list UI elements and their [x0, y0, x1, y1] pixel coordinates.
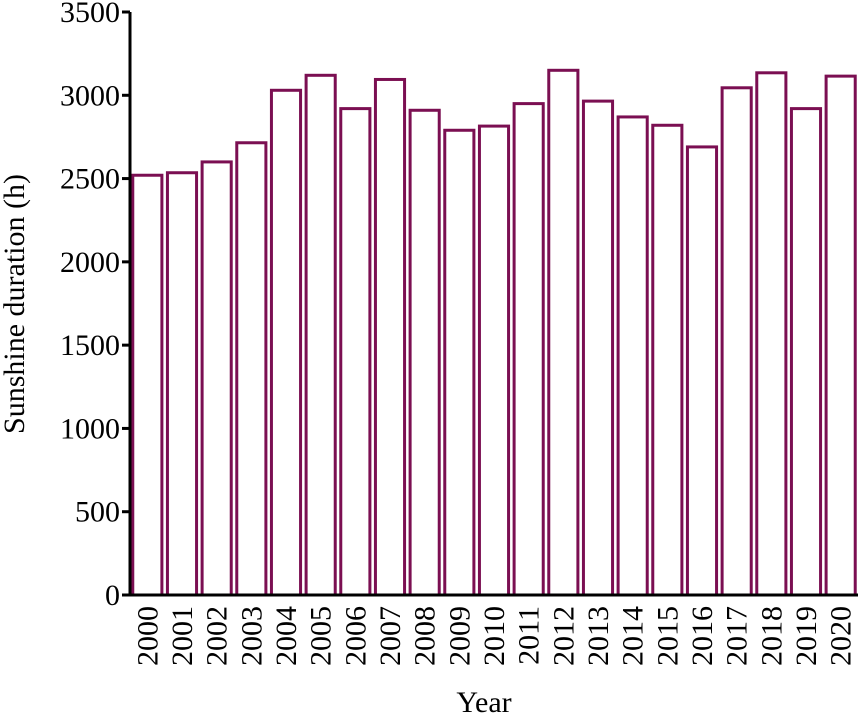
y-tick-label: 3000 [60, 79, 120, 112]
bar [616, 115, 649, 597]
bar [200, 160, 233, 597]
bar [408, 108, 441, 597]
y-tick-label: 1000 [60, 412, 120, 445]
x-tick-label: 2019 [790, 606, 823, 666]
bar [685, 145, 719, 597]
x-tick-label: 2015 [651, 606, 684, 666]
y-tick-label: 2500 [60, 163, 120, 196]
bar [373, 77, 407, 597]
x-tick-label: 2016 [686, 606, 719, 666]
y-tick-label: 1500 [60, 329, 120, 362]
y-tick-label: 0 [105, 579, 120, 612]
x-tick-label: 2018 [755, 606, 788, 666]
bar [547, 68, 580, 597]
x-tick-label: 2003 [235, 606, 268, 666]
bar [755, 71, 788, 597]
bar [165, 171, 199, 597]
x-tick-label: 2008 [409, 606, 442, 666]
x-axis-label: Year [456, 686, 511, 719]
bar [235, 141, 268, 597]
x-tick-label: 2007 [374, 606, 407, 666]
x-tick-label: 2005 [305, 606, 338, 666]
x-tick-label: 2001 [166, 606, 199, 666]
x-tick-label: 2000 [131, 606, 164, 666]
x-tick-label: 2006 [339, 606, 372, 666]
y-axis-label: Sunshine duration (h) [0, 174, 31, 434]
y-tick-label: 500 [75, 496, 120, 529]
x-tick-label: 2013 [582, 606, 615, 666]
y-tick-label: 2000 [60, 246, 120, 279]
x-tick-label: 2012 [547, 606, 580, 666]
bar [581, 99, 615, 597]
bar [443, 128, 476, 597]
bar [720, 86, 753, 597]
bar [269, 88, 303, 597]
x-tick-label: 2020 [825, 606, 858, 666]
bar [477, 124, 511, 597]
bar [824, 74, 857, 597]
bar [651, 123, 684, 597]
x-tick-label: 2004 [270, 606, 303, 666]
y-tick-label: 3500 [60, 0, 120, 29]
x-tick-label: 2010 [478, 606, 511, 666]
bar [789, 107, 823, 597]
bar [131, 173, 164, 597]
x-tick-label: 2014 [617, 606, 650, 666]
bar [339, 107, 372, 597]
x-tick-label: 2002 [201, 606, 234, 666]
x-tick-label: 2011 [513, 606, 546, 665]
x-tick-label: 2017 [721, 606, 754, 666]
bar [304, 73, 337, 597]
bar [512, 102, 545, 597]
x-tick-label: 2009 [443, 606, 476, 666]
